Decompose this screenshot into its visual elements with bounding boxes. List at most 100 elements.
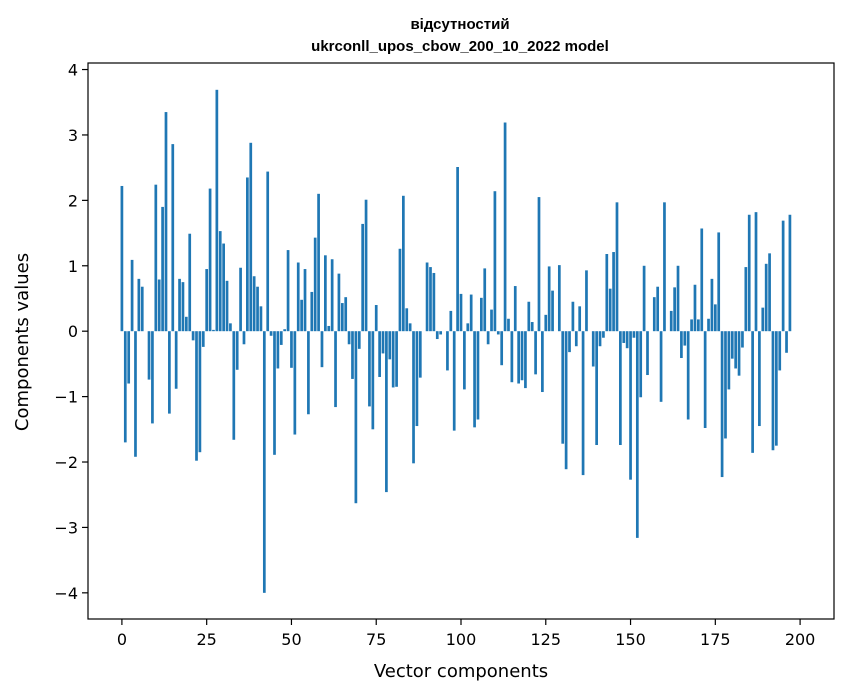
bar bbox=[581, 331, 585, 476]
bar bbox=[707, 318, 710, 332]
bar bbox=[385, 331, 388, 493]
bar bbox=[741, 331, 744, 348]
bar bbox=[551, 290, 554, 332]
bar bbox=[466, 323, 470, 332]
bar bbox=[785, 331, 788, 353]
bar bbox=[720, 331, 724, 478]
bar bbox=[293, 331, 297, 435]
bar bbox=[164, 112, 168, 332]
bar bbox=[198, 331, 202, 453]
bar bbox=[232, 331, 236, 440]
bar bbox=[330, 259, 334, 332]
y-axis-label: Components values bbox=[12, 253, 33, 431]
bar bbox=[249, 142, 253, 332]
bar bbox=[415, 331, 419, 427]
bar bbox=[303, 269, 307, 332]
y-tick-label: −4 bbox=[54, 584, 78, 603]
bar bbox=[669, 310, 673, 332]
bar bbox=[334, 331, 337, 408]
bar bbox=[778, 331, 782, 371]
bar bbox=[279, 331, 283, 345]
bar bbox=[161, 206, 164, 332]
bar bbox=[775, 331, 778, 446]
bar bbox=[619, 331, 622, 446]
bar bbox=[608, 288, 612, 332]
bar bbox=[561, 331, 565, 444]
bar bbox=[452, 331, 456, 431]
bar bbox=[456, 167, 459, 332]
bar bbox=[262, 331, 266, 593]
bar bbox=[140, 286, 144, 332]
y-tick-label: 1 bbox=[68, 257, 78, 276]
bar bbox=[205, 269, 209, 332]
bar bbox=[157, 279, 161, 332]
bar bbox=[530, 322, 534, 332]
bar bbox=[222, 243, 225, 332]
bar bbox=[449, 310, 453, 332]
bar bbox=[703, 331, 707, 428]
bar bbox=[578, 306, 582, 332]
bar bbox=[788, 214, 792, 332]
bar bbox=[134, 331, 137, 457]
bar bbox=[446, 331, 449, 371]
bar bbox=[690, 319, 693, 332]
x-tick-label: 100 bbox=[446, 630, 477, 649]
bar bbox=[259, 306, 263, 332]
bar bbox=[510, 331, 514, 383]
bar bbox=[395, 331, 398, 387]
bar bbox=[568, 331, 571, 353]
bar bbox=[378, 331, 381, 377]
bar bbox=[256, 286, 259, 332]
bar bbox=[730, 331, 734, 359]
bar bbox=[646, 331, 649, 376]
bar bbox=[700, 228, 704, 332]
bar bbox=[663, 202, 666, 332]
bar bbox=[130, 259, 134, 332]
bar bbox=[713, 304, 717, 332]
bar bbox=[534, 331, 537, 375]
bar bbox=[364, 199, 368, 332]
bar bbox=[591, 331, 595, 367]
bar bbox=[642, 265, 646, 332]
x-tick-label: 125 bbox=[530, 630, 561, 649]
x-axis-ticks: 0 25 50 75 100 125 150 175 200 bbox=[117, 619, 815, 649]
bar bbox=[239, 267, 242, 332]
bar bbox=[639, 331, 643, 398]
bar bbox=[564, 331, 568, 470]
bar bbox=[340, 303, 344, 332]
bar bbox=[168, 331, 171, 414]
bar bbox=[229, 323, 232, 332]
x-tick-label: 75 bbox=[366, 630, 386, 649]
bar bbox=[398, 248, 402, 332]
bar bbox=[598, 331, 602, 347]
bar bbox=[764, 263, 768, 332]
bar bbox=[652, 297, 656, 332]
bar bbox=[632, 331, 636, 338]
bars-group bbox=[120, 89, 792, 593]
bar bbox=[354, 331, 358, 504]
bar bbox=[615, 202, 619, 332]
bar bbox=[269, 331, 273, 336]
y-tick-label: 2 bbox=[68, 191, 78, 210]
bar bbox=[381, 331, 385, 354]
bar bbox=[710, 278, 714, 332]
bar bbox=[476, 331, 480, 420]
bar bbox=[402, 195, 405, 332]
bar bbox=[622, 331, 626, 343]
bar bbox=[208, 188, 212, 332]
bar bbox=[500, 331, 504, 366]
bar bbox=[218, 231, 222, 332]
bar bbox=[320, 331, 324, 368]
bar bbox=[435, 331, 439, 340]
bar bbox=[195, 331, 198, 461]
bar bbox=[212, 329, 215, 332]
bar bbox=[351, 331, 354, 379]
bar bbox=[673, 287, 676, 332]
bar bbox=[727, 331, 731, 390]
bar bbox=[273, 331, 276, 455]
bar bbox=[371, 331, 375, 430]
bar bbox=[181, 282, 185, 332]
chart-subtitle: ukrconll_upos_cbow_200_10_2022 model bbox=[311, 38, 609, 55]
bar bbox=[344, 297, 348, 332]
bar bbox=[747, 214, 751, 332]
